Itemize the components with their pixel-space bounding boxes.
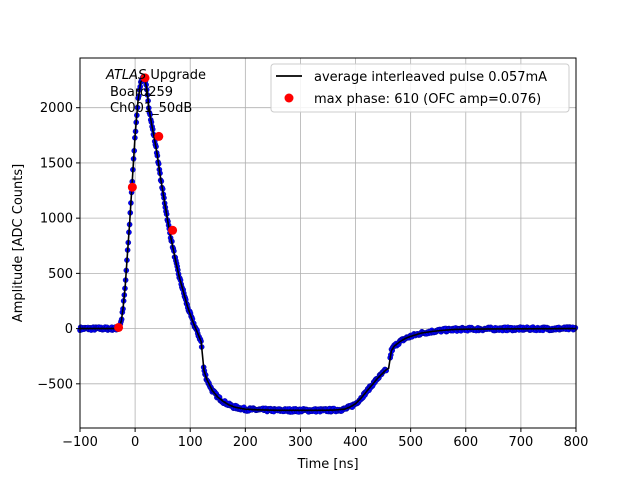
x-tick-label: 600 [453,435,478,450]
y-tick-label: 0 [65,322,73,337]
x-tick-label: 300 [288,435,313,450]
annotation-line-2: Board259 [110,85,173,100]
series-lines [80,76,577,412]
x-tick-label: 0 [131,435,139,450]
sample-point [572,324,579,331]
y-tick-label: 2000 [40,101,73,116]
x-tick-label: 800 [564,435,589,450]
y-tick-label: 1000 [40,212,73,227]
y-tick-label: 1500 [40,156,73,171]
y-axis-ticks: −500 0 500 1000 1500 2000 [37,101,80,392]
phase-marker [114,322,124,332]
y-axis-label: Amplitude [ADC Counts] [11,164,26,322]
x-tick-label: 100 [178,435,203,450]
atlas-annotation: ATLAS Upgrade Board259 Ch001_50dB [105,68,206,116]
annotation-rest: Upgrade [146,68,206,83]
x-axis-ticks: −100 0 100 200 300 400 500 600 700 800 [62,428,588,450]
phase-markers [114,73,178,332]
x-tick-label: −100 [62,435,98,450]
y-tick-label: 500 [48,267,73,282]
x-tick-label: 400 [343,435,368,450]
annotation-line-3: Ch001_50dB [110,101,192,116]
phase-marker [168,225,178,235]
y-tick-label: −500 [37,377,73,392]
legend-label-pulse: average interleaved pulse 0.057mA [314,70,547,85]
pulse-line [80,76,577,412]
legend-marker-swatch [284,93,294,103]
phase-marker [140,73,150,83]
legend: average interleaved pulse 0.057mA max ph… [270,63,570,113]
x-axis-label: Time [ns] [296,457,358,472]
annotation-line-1: ATLAS Upgrade [105,68,206,83]
phase-marker [127,182,137,192]
annotation-italic: ATLAS [105,68,146,83]
plot-frame [79,57,577,429]
x-tick-label: 200 [233,435,258,450]
phase-marker [154,131,164,141]
x-tick-label: 700 [508,435,533,450]
legend-box [270,63,570,113]
legend-label-phase: max phase: 610 (OFC amp=0.076) [314,92,541,107]
x-tick-label: 500 [398,435,423,450]
